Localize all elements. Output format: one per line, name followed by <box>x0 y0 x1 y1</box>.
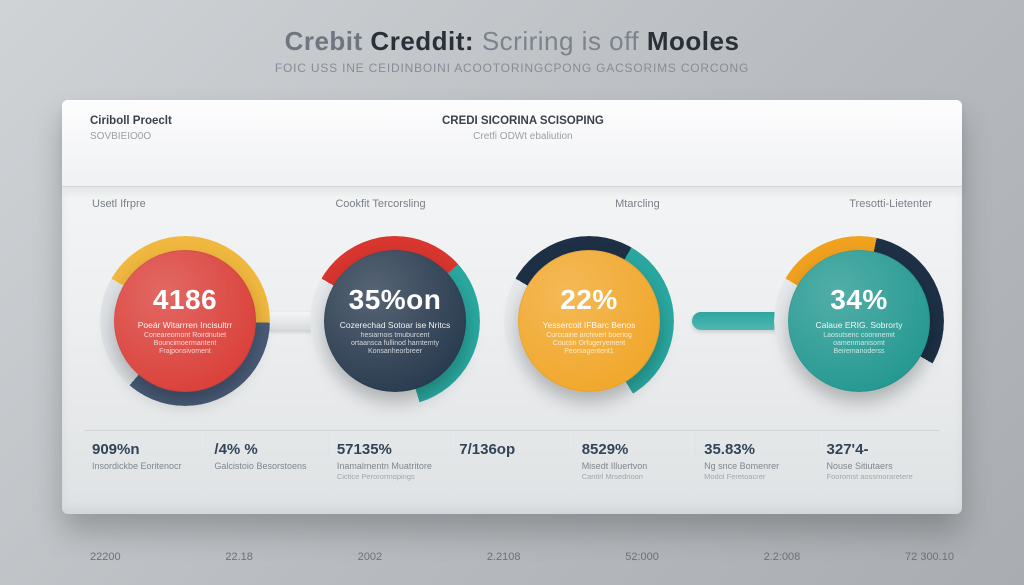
stat-lbl2-4: Cantirl Mrsedrioon <box>582 472 687 481</box>
year-2: 2002 <box>358 551 382 563</box>
header-left-line1: Ciriboll Proeclt <box>90 114 172 130</box>
metric-value-2: 22% <box>560 286 618 314</box>
col-header-1: Cookfit Tercorsling <box>335 198 425 216</box>
stat-3: 7/136op <box>451 431 573 501</box>
year-0: 22200 <box>90 551 121 563</box>
header-center-line1: CREDI SICORINA SCISOPING <box>442 114 604 130</box>
metric-node-2: 22% Yessercoit IFBarc BenosCurccaine arch… <box>504 236 674 406</box>
title-word-2: Creddit: <box>370 26 474 56</box>
year-4: 52:000 <box>625 551 659 563</box>
metric-tiny-2: Curccaine archivert boeriog Couctin Orfu… <box>546 332 632 356</box>
stat-num-1: /4% % <box>214 441 319 458</box>
stat-num-3: 7/136op <box>459 441 564 458</box>
title-word-4: Mooles <box>647 26 740 56</box>
metric-sub-3: Calaue ERIG. Sobrorty <box>816 320 903 331</box>
title-block: Crebit Creddit: Scriring is off Mooles F… <box>0 26 1024 75</box>
year-axis: 22200 22.18 2002 2.2108 52:000 2.2:008 72 300.… <box>90 551 954 563</box>
metric-tiny-0: Coneareomont Roirdnutiet Bouncimoermante… <box>144 332 226 356</box>
metric-disc-2: 22% Yessercoit IFBarc BenosCurccaine arch… <box>518 250 660 392</box>
header-center-line2: Cretfi ODWt ebaliution <box>442 130 604 144</box>
year-3: 2.2108 <box>487 551 521 563</box>
stat-5: 35.83% Ng snce BomenrerModol Feretoacrer <box>696 431 818 501</box>
metric-value-0: 4186 <box>153 286 217 314</box>
stat-num-2: 57135% <box>337 441 442 458</box>
stat-4: 8529% Misedt IlluertvonCantirl Mrsedrioon <box>574 431 696 501</box>
stat-num-5: 35.83% <box>704 441 809 458</box>
stat-6: 327'4- Nouse SitiutaersFooromst aossmorar… <box>819 431 940 501</box>
stat-0: 909%n Insordickbe Eoritenocr <box>84 431 206 501</box>
panel-header: Ciriboll Proeclt SOVBIEIO0O CREDI SICORI… <box>62 100 962 187</box>
metric-disc-1: 35%on Cozerechad Sotoar ise Nritcshesiarn… <box>324 250 466 392</box>
stat-num-0: 909%n <box>92 441 197 458</box>
page-title: Crebit Creddit: Scriring is off Mooles <box>0 26 1024 57</box>
page-subtitle: FOIC USS INE CEIDINBOINI ACOOTORINGCPONG… <box>0 61 1024 75</box>
stat-1: /4% % Galcistoio Besorstoens <box>206 431 328 501</box>
col-header-0: Usetl Ifrpre <box>92 198 146 216</box>
metric-disc-3: 34% Calaue ERIG. SobrortyLaosutsenc cooni… <box>788 250 930 392</box>
infographic-panel: Ciriboll Proeclt SOVBIEIO0O CREDI SICORI… <box>62 100 962 514</box>
col-header-2: Mtarcling <box>615 198 660 216</box>
column-headers: Usetl Ifrpre Cookfit Tercorsling Mtarcli… <box>92 198 932 216</box>
header-center: CREDI SICORINA SCISOPING Cretfi ODWt eba… <box>442 114 604 143</box>
metric-node-1: 35%on Cozerechad Sotoar ise Nritcshesiarn… <box>310 236 480 406</box>
stat-num-6: 327'4- <box>827 441 932 458</box>
year-5: 2.2:008 <box>764 551 801 563</box>
metric-sub-2: Yessercoit IFBarc Benos <box>543 320 636 331</box>
metric-node-3: 34% Calaue ERIG. SobrortyLaosutsenc cooni… <box>774 236 944 406</box>
title-word-1: Crebit <box>285 26 363 56</box>
header-left: Ciriboll Proeclt SOVBIEIO0O <box>90 114 172 143</box>
stat-lbl2-5: Modol Feretoacrer <box>704 472 809 481</box>
stat-lbl-0: Insordickbe Eoritenocr <box>92 461 197 472</box>
stat-2: 57135% Inamalmentn MuatritoreCictice Pero… <box>329 431 451 501</box>
stats-row: 909%n Insordickbe Eoritenocr/4% % Galcisto… <box>84 430 940 501</box>
year-6: 72 300.10 <box>905 551 954 563</box>
metric-node-0: 4186 Poeár Witarrren IncisultrrConeareomo… <box>100 236 270 406</box>
stat-lbl-5: Ng snce Bomenrer <box>704 461 809 472</box>
stat-lbl-1: Galcistoio Besorstoens <box>214 461 319 472</box>
header-left-line2: SOVBIEIO0O <box>90 130 172 144</box>
stat-lbl-4: Misedt Illuertvon <box>582 461 687 472</box>
year-1: 22.18 <box>225 551 253 563</box>
metric-tiny-3: Laosutsenc cooninemit oamenmanisomt Beir… <box>823 332 895 356</box>
stat-lbl2-2: Cictice Perorormopings <box>337 472 442 481</box>
col-header-3: Tresotti-Lietenter <box>849 198 932 216</box>
metric-sub-0: Poeár Witarrren Incisultrr <box>138 320 232 331</box>
stat-lbl2-6: Fooromst aossmoraretere <box>827 472 932 481</box>
stat-lbl-2: Inamalmentn Muatritore <box>337 461 442 472</box>
metric-disc-0: 4186 Poeár Witarrren IncisultrrConeareomo… <box>114 250 256 392</box>
metric-value-1: 35%on <box>349 286 442 314</box>
title-word-3: Scriring is off <box>482 26 639 56</box>
stat-num-4: 8529% <box>582 441 687 458</box>
metric-value-3: 34% <box>830 286 888 314</box>
metric-tiny-1: hesiarnois tmuburcerit ortaansca fullino… <box>351 332 439 356</box>
metric-sub-1: Cozerechad Sotoar ise Nritcs <box>340 320 451 331</box>
circle-row: 4186 Poeár Witarrren IncisultrrConeareomo… <box>62 226 962 426</box>
stat-lbl-6: Nouse Sitiutaers <box>827 461 932 472</box>
